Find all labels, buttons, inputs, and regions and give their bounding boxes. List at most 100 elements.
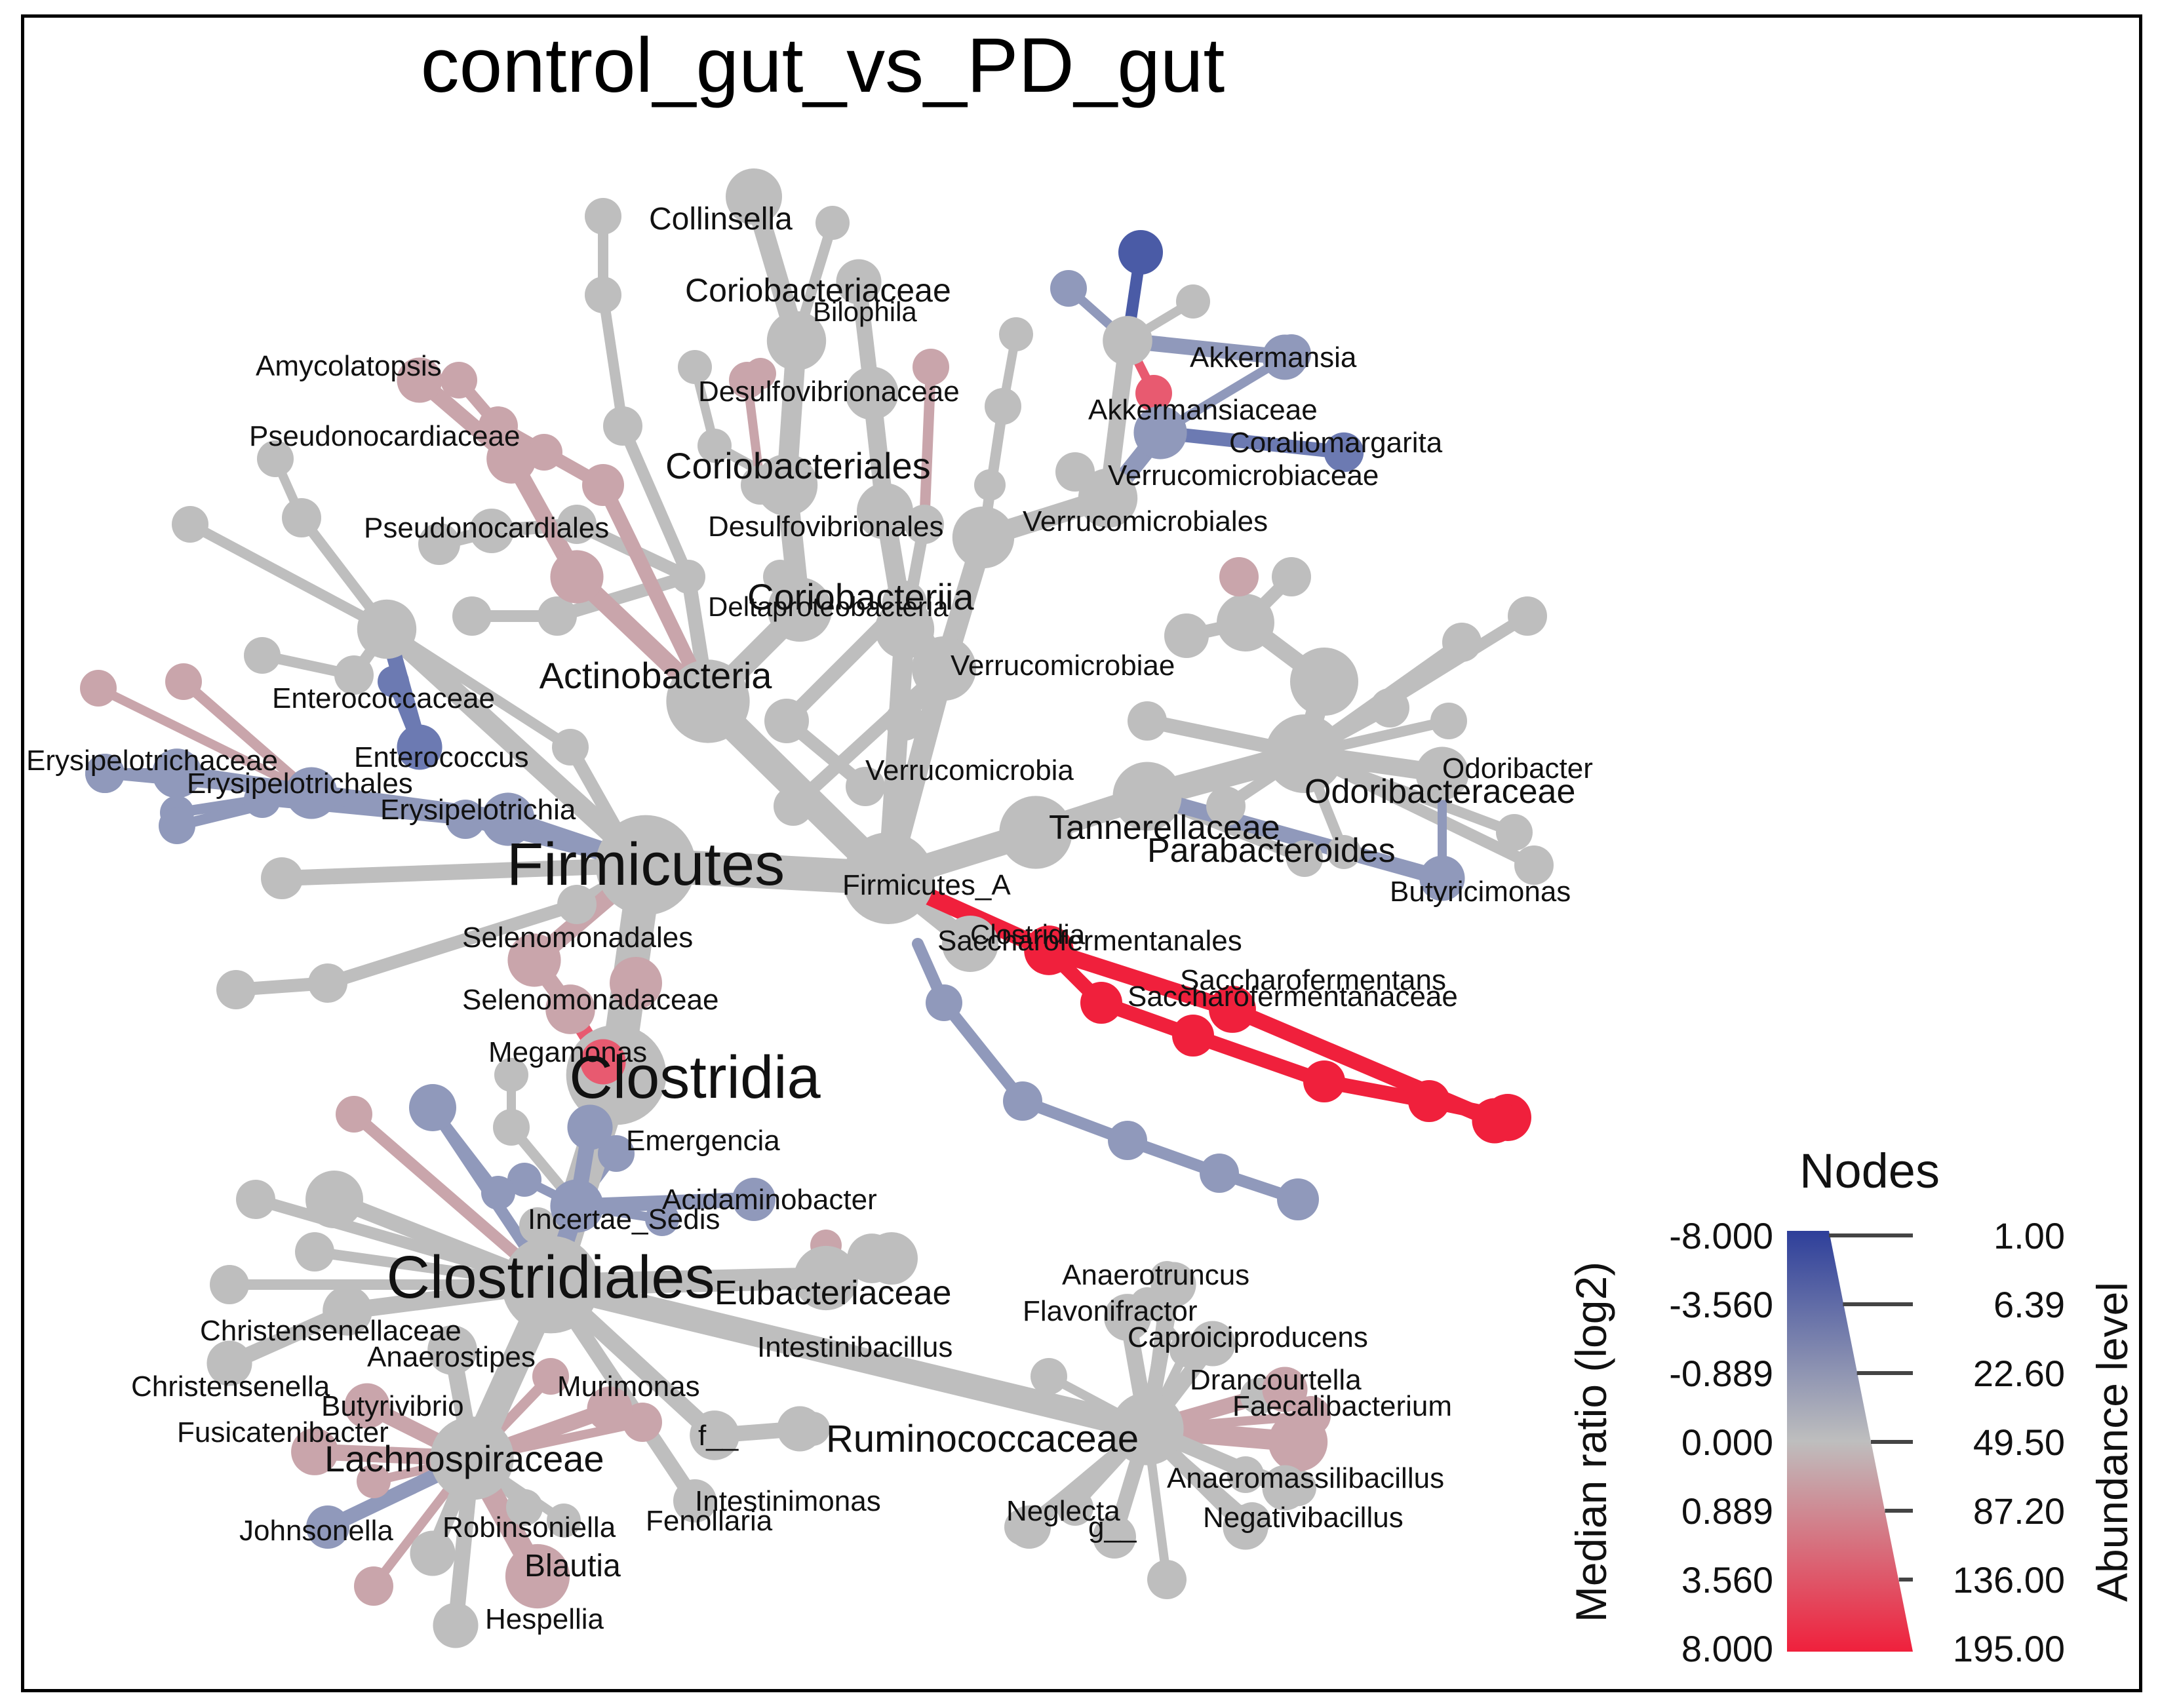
tree-node-minor [85, 754, 125, 793]
tree-node-minor [1442, 623, 1482, 662]
tree-node-pseudonocardiales [550, 550, 604, 604]
tree-label-intestinimonas: Intestinimonas [695, 1485, 881, 1517]
tree-node-coriobacteriales [755, 454, 818, 516]
tree-label-christensenella: Christensenella [131, 1370, 330, 1403]
tree-node-minor [1147, 1560, 1187, 1599]
tree-branch-minor [617, 420, 694, 583]
tree-label-anaeromassilibacillus: Anaeromassilibacillus [1167, 1462, 1444, 1494]
tree-node-intestinibacillus [847, 1233, 897, 1283]
tree-label-enterococcaceae: Enterococcaceae [272, 682, 495, 714]
tree-node-ruminococcaceae [1110, 1392, 1184, 1465]
tree-node-saccharofermentanaceae [1209, 986, 1256, 1033]
tree-node-faecalibacterium [1268, 1412, 1328, 1472]
tree-label-collinsella: Collinsella [649, 202, 793, 237]
tree-node-minor [1050, 270, 1087, 307]
tree-branch-minor [185, 519, 392, 634]
tree-label-saccharofermentans: Saccharofermentans [1180, 964, 1446, 996]
tree-node-tannerellaceae [999, 796, 1072, 869]
tree-label-drancourtella: Drancourtella [1190, 1364, 1362, 1396]
legend-ratio-tick-label: -3.560 [1669, 1284, 1773, 1325]
tree-label-clostridia: Clostridia [970, 919, 1086, 950]
tree-node-erysipelotrichales [285, 767, 338, 819]
tree-node-minor [172, 506, 208, 543]
tree-node-minor [1370, 688, 1409, 728]
tree-node-minor [1128, 701, 1167, 741]
tree-label-odoribacter: Odoribacter [1442, 752, 1593, 785]
tree-node-pseudonocardiaceae [486, 434, 536, 484]
tree-node-minor [846, 767, 885, 806]
tree-label-incertae_sedis: Incertae_Sedis [528, 1203, 720, 1235]
tree-label-coriobacteriales: Coriobacteriales [665, 445, 931, 486]
tree-label-blautia: Blautia [524, 1549, 621, 1583]
tree-label-enterococcus: Enterococcus [354, 741, 529, 773]
tree-edge-enterococcaceae [376, 619, 656, 876]
tree-node-minor [610, 957, 662, 1009]
tree-label-actinobacteria: Actinobacteria [540, 655, 773, 696]
tree-label-robinsoniella: Robinsoniella [442, 1511, 616, 1543]
tree-label-desulfovibrionales: Desulfovibrionales [708, 511, 944, 543]
tree-node-minor [999, 317, 1033, 351]
tree-node-minor [1217, 594, 1274, 651]
tree-node-minor [493, 1109, 530, 1146]
legend-ratio-tick-label: 3.560 [1681, 1559, 1773, 1601]
tree-node-minor [1003, 1081, 1042, 1121]
tree-node-minor [557, 505, 597, 544]
legend-abundance-tick-label: 6.39 [1993, 1284, 2065, 1325]
legend-abundance-tick-label: 22.60 [1973, 1353, 2065, 1394]
legend-ratio-tick-label: 0.889 [1681, 1490, 1773, 1532]
tree-node-desulfovibrionaceae [845, 366, 899, 420]
tree-node-minor [1327, 835, 1361, 869]
tree-node-minor [257, 440, 294, 477]
tree-node-minor [1031, 1358, 1067, 1395]
tree-label-christensenellaceae: Christensenellaceae [200, 1315, 461, 1347]
tree-node-coriobacteriaceae [766, 311, 827, 371]
tree-node-g__ [1092, 1515, 1137, 1559]
tree-node-minor [1514, 845, 1554, 885]
tree-node-minor [697, 429, 732, 463]
tree-node-acidaminobacter [732, 1177, 776, 1222]
tree-node-minor [585, 277, 621, 313]
tree-node-minor [678, 350, 712, 384]
legend-header: Nodes [1799, 1144, 1940, 1198]
tree-node-f__ [690, 1410, 739, 1460]
tree-node-clostridiales [501, 1235, 600, 1334]
tree-node-akkermansia [1262, 334, 1308, 380]
tree-node-clostridia [942, 916, 998, 972]
tree-node-minor [557, 885, 597, 924]
tree-node-minor [974, 469, 1006, 501]
tree-label-erysipelotrichaceae: Erysipelotrichaceae [26, 745, 278, 777]
tree-node-minor [1272, 557, 1311, 596]
tree-node-minor [538, 596, 577, 636]
tree-node-minor [598, 1135, 635, 1172]
tree-node-odoribacter [1415, 747, 1469, 800]
tree-node-selenomonadaceae [545, 984, 595, 1034]
tree-edge-butyricimonas [1139, 788, 1450, 886]
tree-label-hespellia: Hespellia [485, 1603, 604, 1635]
tree-label-desulfovibrionaceae: Desulfovibrionaceae [698, 376, 960, 408]
tree-label-tannerellaceae: Tannerellaceae [1049, 809, 1280, 847]
tree-label-neglecta: Neglecta [1006, 1495, 1120, 1527]
tree-node-parabacteroides [1112, 762, 1182, 831]
tree-node-minor [745, 358, 776, 389]
tree-node-minor [671, 560, 705, 594]
tree-branch-minor [598, 290, 628, 431]
tree-node-murimonas [587, 1386, 633, 1432]
tree-node-minor [446, 800, 485, 839]
tree-label-lachnospiraceae: Lachnospiraceae [324, 1438, 604, 1479]
tree-node-minor [469, 509, 514, 553]
tree-label-pseudonocardiaceae: Pseudonocardiaceae [249, 420, 520, 452]
legend-abundance-tick-label: 49.50 [1973, 1422, 2065, 1463]
tree-node-minor [210, 1265, 249, 1304]
tree-node-selenomonadales [507, 933, 561, 987]
tree-label-johnsonella: Johnsonella [239, 1515, 393, 1547]
tree-node-anaerotruncus [1150, 1262, 1196, 1308]
tree-node-minor [532, 1358, 569, 1395]
tree-label-deltaproteobacteria: Deltaproteobacteria [708, 591, 949, 622]
tree-node-eubacteriaceae [793, 1245, 859, 1311]
tree-node-minor [885, 701, 924, 741]
tree-node-minor [334, 655, 374, 695]
tree-label-emergencia: Emergencia [626, 1125, 780, 1157]
tree-label-anaerotruncus: Anaerotruncus [1062, 1259, 1249, 1291]
tree-node-drancourtella [1262, 1367, 1308, 1412]
tree-edge-saccharofermentanaceae [1040, 942, 1241, 1018]
